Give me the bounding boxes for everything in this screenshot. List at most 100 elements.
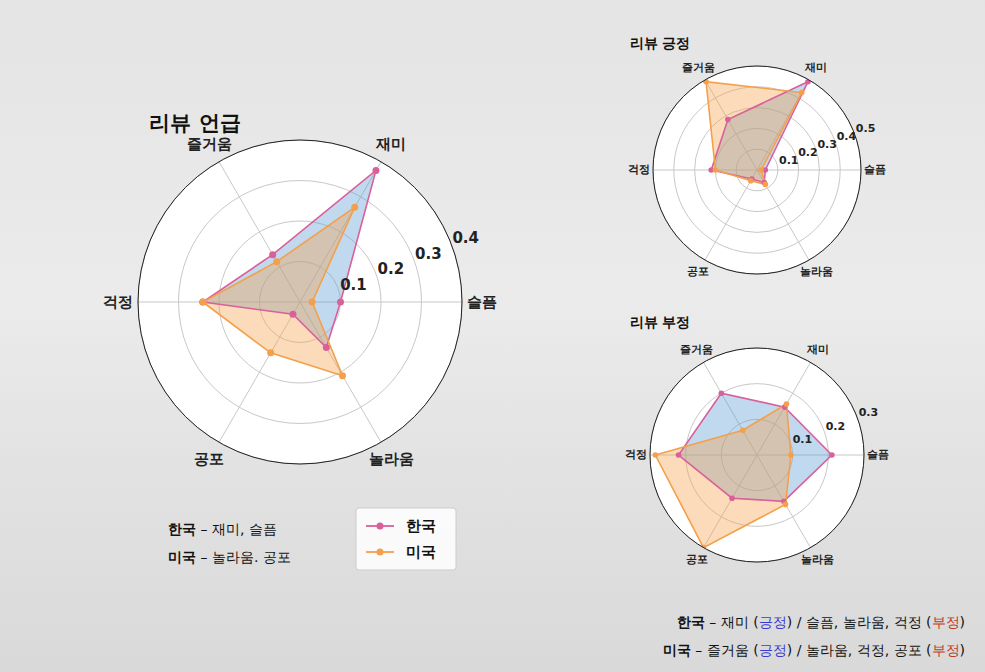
legend-box [356,508,456,570]
data-layer [653,390,835,550]
spoke [757,170,861,171]
annotation-part: – 즐거움 ( [691,642,759,658]
category-label: 놀라움 [801,553,834,566]
annotation-part: 긍정 [759,614,787,630]
radar-chart: 0.1 0.2 0.3 0.4 슬픔 재미 즐거움걱정공포 놀라움 [103,135,497,468]
category-label: 재미 [804,61,827,74]
radar-point [784,401,790,407]
grid-ring [653,66,861,274]
category-label: 공포 [194,450,224,468]
spoke [757,170,809,260]
tick-label: 0.3 [415,245,442,263]
chart-title: 리뷰 긍정 [630,35,691,51]
radar-point [289,311,296,318]
annotation-part: 미국 [168,549,196,565]
annotation-part: ) [960,642,965,658]
tick-label: 0.2 [826,420,846,433]
category-label: 공포 [686,553,708,566]
category-label: 즐거움 [682,61,715,74]
annotation-part: – 재미 ( [705,614,759,630]
category-label: 걱정 [628,163,650,176]
annotation-part: 미국 [663,642,691,658]
category-label: 걱정 [103,293,133,311]
radar-line [203,207,355,375]
category-label: 재미 [806,343,829,356]
spoke [705,170,757,260]
category-label: 놀라움 [800,265,833,278]
tick-label: 0.1 [779,154,799,167]
category-label: 걱정 [625,448,647,461]
grid-ring [138,140,462,464]
tick-label: 0.3 [859,406,879,419]
tick-label: 0.2 [798,146,818,159]
category-label: 재미 [375,135,406,153]
radar-point [783,502,789,508]
radar-point [351,204,358,211]
legend-label: 한국 [406,517,436,535]
annotation-part: 한국 [677,614,705,630]
radar-point [788,452,794,458]
radar-area [655,404,791,548]
radar-point [676,452,682,458]
radar-point [339,372,346,379]
radar-point [829,452,835,458]
radar-line [706,82,802,185]
annotation-part: ) [960,614,965,630]
radar-point [763,182,769,188]
category-label: 즐거움 [680,343,713,356]
annotation-part: ) / 놀라움, 걱정, 공포 ( [787,642,932,658]
radar-point [799,90,805,96]
chart-title: 리뷰 언급 [149,111,240,135]
radar-point [199,299,206,306]
plot-background [650,348,864,562]
radar-point [748,178,754,184]
legend-label: 미국 [406,543,436,561]
annotation-part: – 재미, 슬픔 [196,521,277,537]
grid-ring [650,348,864,562]
data-layer [703,79,811,187]
legend-marker [377,523,384,530]
frame [138,140,462,464]
tick-label: 0.2 [378,260,405,278]
category-label: 공포 [687,265,709,278]
frame [653,66,861,274]
tick-label: 0.5 [856,122,876,135]
category-label: 슬픔 [864,163,886,176]
radar-area [706,82,802,185]
radar-point [273,258,280,265]
chart-title: 리뷰 부정 [630,314,691,330]
tick-label: 0.1 [793,433,813,446]
radar-point [725,117,731,123]
data-layer [199,167,379,379]
tick-label: 0.1 [340,276,367,294]
radar-chart: 0.10.20.30.40.5 슬픔 재미 즐거움걱정공포 놀라움 [628,61,886,278]
annotation-part: 부정 [932,614,960,630]
annotation-part: 긍정 [759,642,787,658]
radar-point [309,299,316,306]
tick-label: 0.4 [837,130,857,143]
frame [650,348,864,562]
legend: 한국미국 [356,508,456,570]
radar-point [713,167,719,173]
annotation: 한국 – 재미, 슬픔 [168,521,277,537]
radar-line [679,393,832,501]
radar-line [711,82,808,183]
radar-point [267,349,274,356]
radar-point [372,167,379,174]
category-label: 슬픔 [867,448,889,461]
radar-area [203,207,355,375]
category-label: 즐거움 [187,135,232,153]
category-label: 놀라움 [369,450,414,468]
tick-label: 0.3 [817,138,837,151]
radar-point [337,299,344,306]
annotation-part: 부정 [932,642,960,658]
radar-point [199,299,206,306]
category-label: 슬픔 [467,293,497,311]
radar-point [653,452,659,458]
tick-label: 0.4 [452,229,479,247]
annotation-part: 한국 [168,521,196,537]
annotation: 미국 – 즐거움 (긍정) / 놀라움, 걱정, 공포 (부정) [663,642,965,658]
radar-point [719,390,725,396]
annotation-part: – 놀라움. 공포 [196,549,291,565]
annotation: 한국 – 재미 (긍정) / 슬픔, 놀라움, 걱정 (부정) [677,614,965,630]
